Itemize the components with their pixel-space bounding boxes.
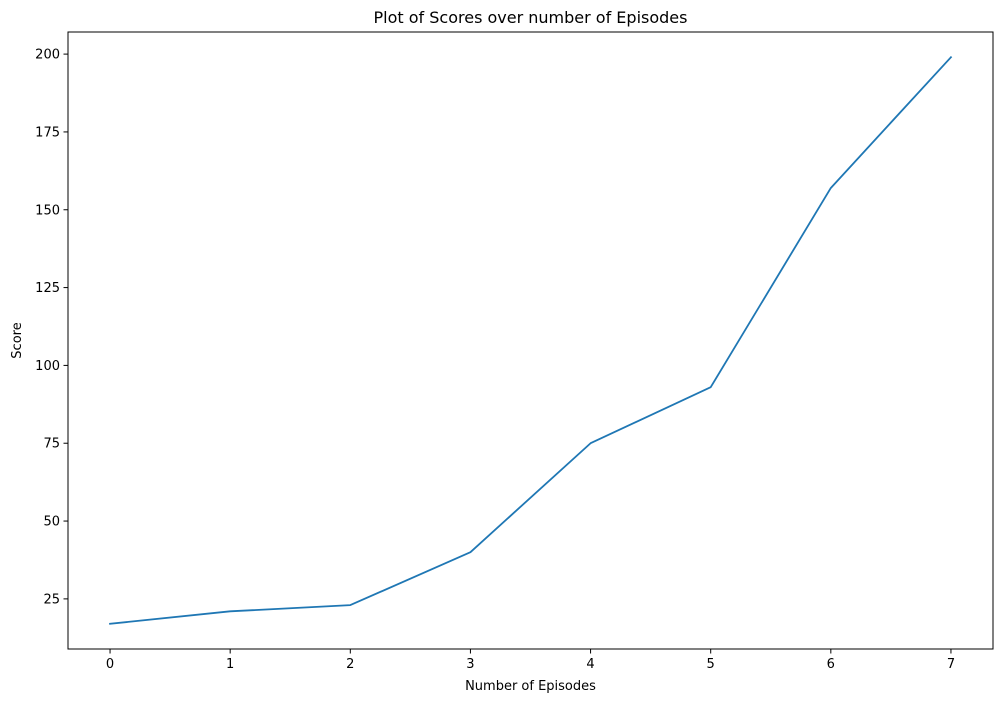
- y-axis-label: Score: [10, 322, 25, 358]
- x-axis-label: Number of Episodes: [465, 679, 596, 694]
- x-tick-label: 2: [346, 657, 354, 672]
- x-tick-label: 7: [947, 657, 955, 672]
- y-tick-label: 25: [43, 592, 60, 607]
- x-tick-label: 3: [466, 657, 474, 672]
- y-tick-label: 150: [35, 203, 60, 218]
- y-tick-label: 200: [35, 48, 60, 63]
- y-tick-label: 100: [35, 359, 60, 374]
- x-tick-label: 1: [226, 657, 234, 672]
- y-tick-label: 175: [35, 125, 60, 140]
- series-line-0: [109, 55, 953, 625]
- x-tick-label: 6: [827, 657, 835, 672]
- y-tick-label: 125: [35, 281, 60, 296]
- x-tick-label: 0: [106, 657, 114, 672]
- chart-title: Plot of Scores over number of Episodes: [374, 8, 688, 27]
- axes-frame: [67, 31, 994, 650]
- x-tick-label: 5: [707, 657, 715, 672]
- axis-ticks: 0 1 2 3 4 5 6 7 25 50 75 100 125 150 175 200: [35, 48, 955, 672]
- y-tick-label: 75: [43, 437, 60, 452]
- x-tick-label: 4: [586, 657, 594, 672]
- y-tick-label: 50: [43, 515, 60, 530]
- plot-area: [67, 31, 994, 650]
